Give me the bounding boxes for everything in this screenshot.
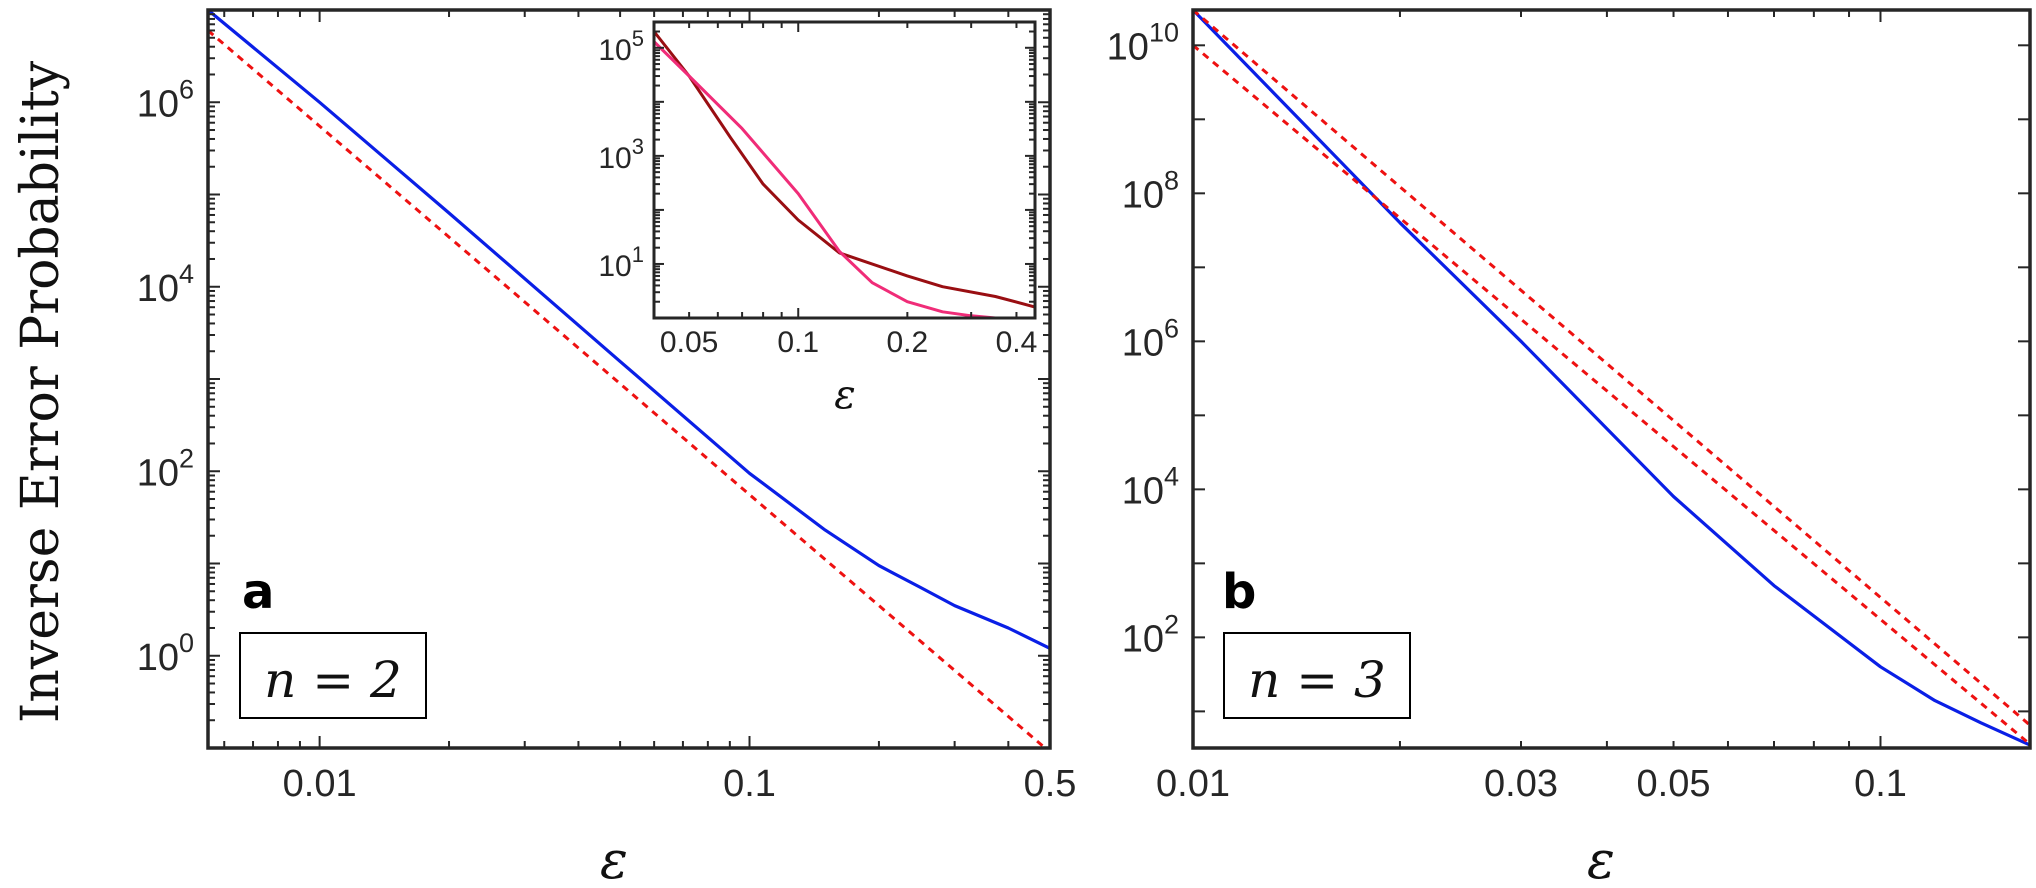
panel-b-letter: b <box>1222 564 1256 620</box>
panel-b-y-tick-label: 108 <box>1122 165 1179 216</box>
inset-series-2-line <box>654 40 996 318</box>
panel-b-y-tick-label: 104 <box>1122 461 1179 512</box>
panel-b-background <box>1193 10 2030 748</box>
inset-y-tick-label: 103 <box>598 134 644 175</box>
panel-b-x-tick-label: 0.1 <box>1854 763 1907 805</box>
panel-b-annotation: n = 3 <box>1248 651 1386 709</box>
panel-b-y-tick-label: 106 <box>1122 313 1179 364</box>
panel-b-annotation-box <box>1223 632 1411 719</box>
inset-x-axis-label: ε <box>834 372 855 418</box>
panel-a-x-axis-label: ε <box>600 831 628 888</box>
inset-y-tick-label: 105 <box>598 26 644 67</box>
inset-background <box>654 22 1035 318</box>
inset-x-tick-label: 0.1 <box>777 326 819 359</box>
y-axis-label: Inverse Error Probability <box>11 60 71 723</box>
panel-a-frame <box>206 8 1052 750</box>
panel-a-y-tick-label: 102 <box>137 443 194 494</box>
panel-a-inset: 0.05 0.1 0.2 0.4 101 103 105 ε <box>598 20 1038 418</box>
panel-a-x-tick-label: 0.5 <box>1024 763 1077 805</box>
panel-b-plot-area: 0.01 0.03 0.05 0.1 102 104 106 108 1010 <box>1107 8 2032 805</box>
panel-a-series-2-line <box>208 29 1048 748</box>
panel-a-x-tick-label: 0.1 <box>723 763 776 805</box>
panel-b-x-tick-label: 0.05 <box>1637 763 1711 805</box>
panel-a-y-tick-label: 100 <box>137 628 194 679</box>
panel-b-series-group <box>1193 10 2030 747</box>
inset-frame <box>652 20 1037 320</box>
inset-x-tick-label: 0.2 <box>886 326 928 359</box>
panel-b-frame <box>1191 8 2032 750</box>
panel-b-y-tick-label: 102 <box>1122 609 1179 660</box>
inset-x-tick-label: 0.4 <box>996 326 1038 359</box>
panel-b-x-axis-label: ε <box>1587 831 1615 888</box>
panel-a-x-tick-label: 0.01 <box>283 763 357 805</box>
panel-b-series-1-line <box>1193 10 2030 747</box>
inset-series-group <box>654 30 1035 318</box>
panel-a-annotation-box <box>239 632 427 719</box>
inset-x-tick-label: 0.05 <box>660 326 718 359</box>
panel-a: 0.01 0.1 0.5 100 102 104 106 0.05 0.1 0.2 0.4 101 1… <box>137 8 1077 888</box>
panel-a-y-tick-label: 106 <box>137 74 194 125</box>
inset-series-1-line <box>654 30 1035 309</box>
panel-b-x-tick-label: 0.03 <box>1484 763 1558 805</box>
panel-b-x-tick-label: 0.01 <box>1156 763 1230 805</box>
panel-a-annotation: n = 2 <box>264 651 402 709</box>
panel-a-y-tick-label: 104 <box>137 259 194 310</box>
panel-a-series-1-line <box>208 10 1050 650</box>
panel-a-letter: a <box>242 564 274 620</box>
inset-y-tick-label: 101 <box>598 242 644 283</box>
panel-a-series-group <box>208 10 1050 748</box>
panel-b-y-tick-label: 1010 <box>1107 17 1179 68</box>
panel-b-series-2-line <box>1193 10 2030 727</box>
